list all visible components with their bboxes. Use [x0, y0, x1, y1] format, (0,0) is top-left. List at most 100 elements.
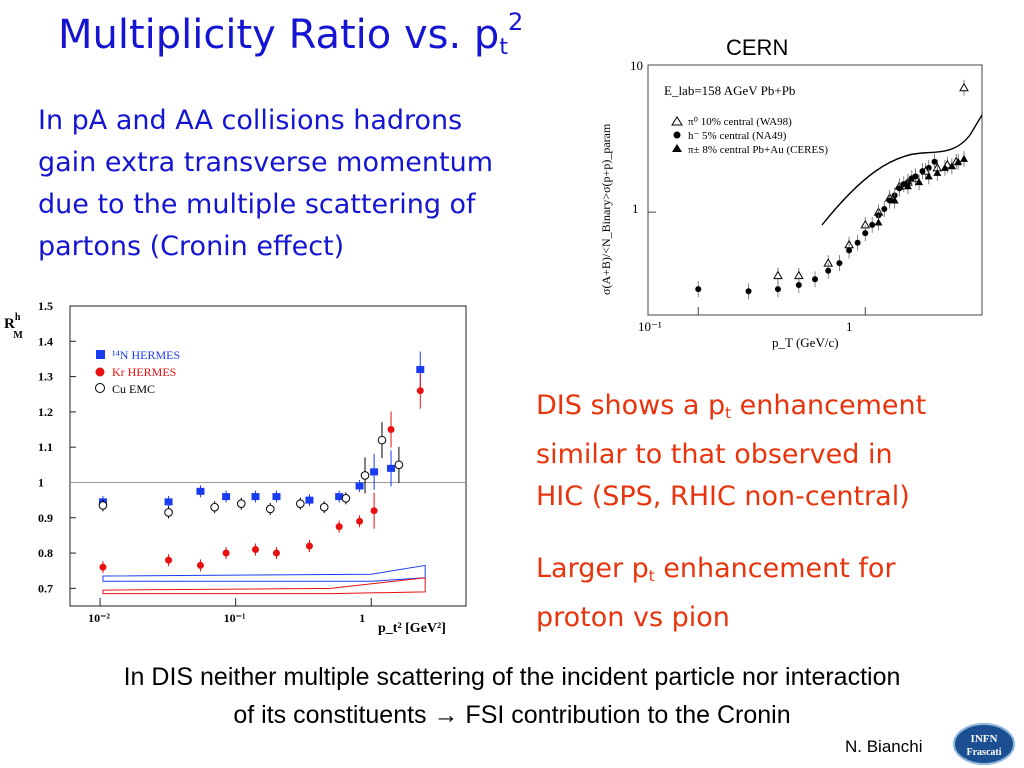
- cern-xtick-label: 10⁻¹: [638, 319, 662, 334]
- cern-point-wa98: [773, 270, 783, 280]
- larger-statement: Larger pt enhancement for proton vs pion: [536, 548, 896, 639]
- cern-point-ceres: [924, 172, 933, 180]
- cern-point-na49: [919, 168, 926, 175]
- cern-point-na49: [869, 221, 876, 228]
- legend-open-circle-icon: [95, 383, 105, 393]
- hermes-point-kr: [165, 556, 173, 564]
- legend-filled-square-icon: [96, 350, 105, 359]
- cern-xaxis-label: p_T (GeV/c): [772, 335, 839, 350]
- hermes-point-cu: [360, 471, 370, 480]
- hermes-point-n14: [164, 498, 173, 506]
- dis-line: DIS shows a pt enhancement: [536, 390, 927, 422]
- dis-line: similar to that observed in: [536, 439, 893, 470]
- cern-point-na49: [912, 173, 919, 180]
- hermes-legend: ¹⁴N HERMES Kr HERMES Cu EMC: [95, 348, 180, 396]
- cern-legend-label: h⁻ 5% central (NA49): [688, 130, 787, 142]
- hermes-ytick-label: 1.3: [38, 370, 53, 384]
- cern-xtick-label: 1: [846, 319, 853, 334]
- cern-point-ceres: [890, 196, 899, 204]
- svg-text:Frascati: Frascati: [967, 747, 1002, 758]
- hermes-point-kr: [196, 561, 204, 569]
- intro-line: partons (Cronin effect): [38, 231, 345, 262]
- cern-point-na49: [886, 197, 893, 204]
- hermes-point-cu: [164, 508, 173, 517]
- hermes-point-n14: [222, 493, 231, 501]
- cern-point-na49: [931, 158, 938, 165]
- cern-legend-label: π⁰ 10% central (WA98): [688, 116, 792, 128]
- cern-point-na49: [846, 247, 853, 254]
- hermes-xaxis-label: p_t² [GeV²]: [378, 621, 446, 636]
- hermes-point-kr: [370, 507, 378, 515]
- cern-point-na49: [854, 239, 861, 246]
- cern-point-na49: [795, 281, 802, 288]
- infn-frascati-logo: INFN Frascati: [953, 723, 1015, 765]
- hermes-point-kr: [251, 546, 259, 554]
- title-main: Multiplicity Ratio vs. p: [58, 12, 500, 58]
- legend-filled-triangle-icon: [672, 144, 682, 152]
- intro-line: due to the multiple scattering of: [38, 189, 476, 220]
- dis-line: HIC (SPS, RHIC non-central): [536, 481, 910, 512]
- cern-point-na49: [836, 260, 843, 267]
- hermes-point-n14: [196, 487, 205, 495]
- bottom-statement: In DIS neither multiple scattering of th…: [0, 658, 1024, 734]
- cern-point-na49: [774, 286, 781, 293]
- hermes-plot-frame: [69, 305, 467, 607]
- hermes-point-n14: [335, 493, 344, 501]
- hermes-ytick-label: 1.2: [38, 405, 53, 419]
- hermes-legend-label: Cu EMC: [112, 382, 155, 396]
- hermes-point-kr: [99, 563, 107, 571]
- bottom-line: In DIS neither multiple scattering of th…: [123, 663, 901, 691]
- cern-point-na49: [825, 267, 832, 274]
- cern-ytick-label: 1: [632, 201, 639, 216]
- hermes-point-kr: [305, 542, 313, 550]
- dis-statement: DIS shows a pt enhancement similar to th…: [536, 385, 926, 518]
- hermes-ratio-chart: 0.7 0.8 0.9 1 1.1 1.2 1.3 1.4 1.5 10⁻² 10⁻¹ 1 Rh M p…: [4, 299, 467, 636]
- hermes-point-cu: [319, 502, 329, 512]
- title-subscript: t: [499, 35, 508, 60]
- hermes-point-n14: [305, 496, 314, 504]
- cern-point-ceres: [933, 168, 942, 176]
- hermes-point-kr: [335, 523, 343, 531]
- hermes-legend-label: Kr HERMES: [112, 365, 176, 379]
- cern-legend-label: π± 8% central Pb+Au (CERES): [688, 144, 828, 156]
- intro-line: In pA and AA collisions hadrons: [38, 105, 463, 136]
- bottom-line: of its constituents → FSI contribution t…: [233, 701, 791, 729]
- cern-point-na49: [881, 206, 888, 213]
- hermes-point-kr: [387, 426, 395, 434]
- author-name: N. Bianchi: [845, 737, 923, 756]
- hermes-point-kr: [272, 549, 280, 557]
- cern-point-ceres: [915, 178, 924, 186]
- hermes-point-cu: [98, 501, 108, 510]
- larger-line: proton vs pion: [536, 602, 730, 633]
- hermes-ytick-label: 1: [38, 475, 44, 489]
- hermes-point-n14: [416, 366, 425, 374]
- hermes-xtick-label: 1: [359, 611, 365, 625]
- slide-title: Multiplicity Ratio vs. pt2: [58, 10, 523, 59]
- cern-legend: π⁰ 10% central (WA98) h⁻ 5% central (NA4…: [671, 116, 828, 156]
- cern-point-na49: [896, 185, 903, 192]
- hermes-point-cu: [296, 499, 305, 508]
- cern-point-ceres: [947, 162, 956, 170]
- hermes-ytick-label: 0.7: [38, 581, 53, 595]
- cern-point-ceres: [903, 182, 912, 190]
- cern-point-na49: [862, 230, 869, 237]
- svg-text:INFN: INFN: [971, 733, 998, 745]
- cern-point-ceres: [874, 218, 883, 226]
- cern-point-na49: [925, 164, 932, 171]
- intro-line: gain extra transverse momentum: [38, 147, 494, 178]
- hermes-point-kr: [416, 387, 424, 395]
- hermes-yaxis-label: Rh M: [4, 312, 23, 341]
- hermes-ytick-label: 1.1: [38, 440, 53, 454]
- hermes-point-n14: [355, 482, 364, 490]
- hermes-point-kr: [222, 549, 230, 557]
- hermes-point-n14: [370, 468, 379, 476]
- intro-text: In pA and AA collisions hadrons gain ext…: [38, 100, 578, 268]
- cern-fit-curve: [821, 114, 983, 226]
- hermes-point-cu: [377, 435, 387, 445]
- legend-filled-circle-cross-icon: [95, 367, 105, 377]
- cern-point-ceres: [954, 157, 963, 165]
- hermes-point-cu: [341, 494, 351, 503]
- legend-open-triangle-icon: [671, 116, 683, 126]
- cern-ytick-label: 10: [630, 58, 643, 73]
- cern-point-na49: [745, 288, 752, 295]
